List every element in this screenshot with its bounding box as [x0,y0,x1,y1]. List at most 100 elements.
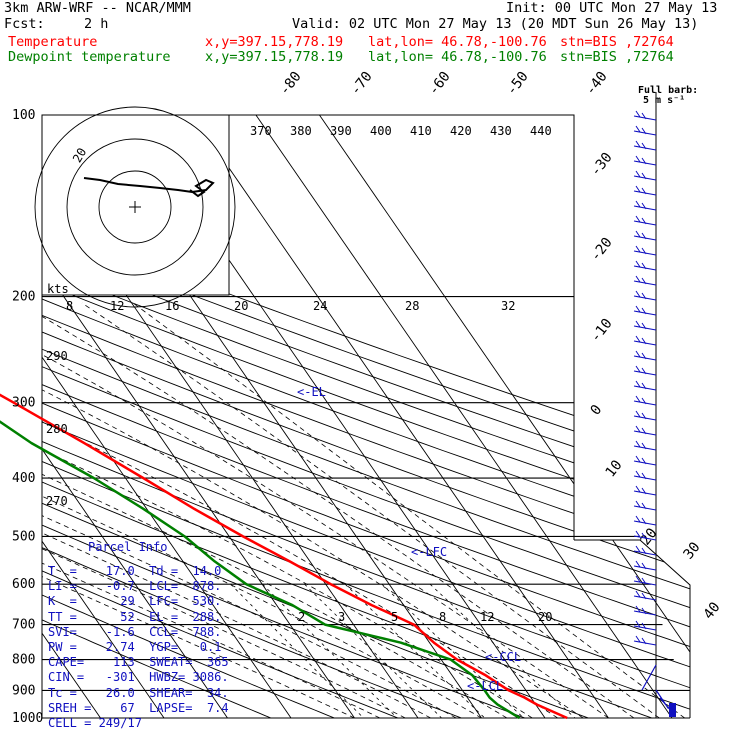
theta-label: 420 [450,124,472,138]
wind-barb [633,200,657,211]
wind-barb [633,485,657,496]
pressure-label-600: 600 [12,577,35,592]
dry-adiabat-line [42,115,690,718]
theta-label: 390 [330,124,352,138]
parcel-info-title: Parcel Info [88,540,168,554]
dry-adiabat-line [42,115,690,718]
isotherm-label: -30 [588,150,616,180]
parcel-row-left: SVI= -1.6 [48,624,135,639]
hodograph-trace [83,177,215,198]
wind-barb [633,185,657,196]
wind-barb [633,365,657,376]
wind-barb [633,125,657,136]
mixing-ratio-line [429,583,576,718]
wind-barb [633,275,657,286]
parcel-row-right: EL = 288. [134,609,222,624]
dry-adiabat-line [42,115,690,718]
temp-legend-station: stn=BIS ,72764 [560,34,674,50]
hodograph-unit-label: kts [47,282,69,296]
moist-adiabat-line [132,302,685,718]
wind-barb [633,410,657,421]
pressure-label-200: 200 [12,290,35,305]
isotherm-label: -70 [348,69,376,99]
parcel-row-right: CCL= 788. [134,624,222,639]
mixing-ratio-label: 5 [391,610,398,624]
chart-grid [42,115,690,718]
dry-adiabat-line [42,115,690,718]
hodograph-ring [34,106,236,308]
isotherm-label: -80 [277,69,305,99]
wind-barb [633,305,657,316]
moist-adiabat-line [42,302,508,718]
parcel-row: CAPE= 113 SWEAT= 365 [48,655,229,670]
wind-barb [633,110,657,121]
isotherm-label: -50 [504,69,532,99]
wind-barb [633,515,657,526]
hodograph-speed-label: 16 [165,299,179,313]
mixing-ratio-line [262,583,398,718]
dry-adiabat-line [42,115,690,718]
parcel-row: SVI= -1.6 CCL= 788. [48,625,221,640]
dew-legend-name: Dewpoint temperature [8,49,171,65]
moist-adiabat-line [42,302,635,718]
theta-label: 370 [250,124,272,138]
parcel-row: Tc = 26.0 SHEAR= 34. [48,686,229,701]
isotherm-label: 0 [588,402,606,418]
wind-barb [633,215,657,226]
theta-label-left: 280 [46,422,68,436]
parcel-row-left: K = 29 [48,594,135,609]
temperature-profile [0,393,568,720]
isotherm-label: 30 [681,539,704,562]
hodograph-speed-label: 32 [501,299,515,313]
moist-adiabat-line [42,302,406,718]
wind-barb [633,575,657,586]
parcel-info-panel: Parcel Info T = 17.0 Td = 14.0 LI = -0.7 … [48,540,229,730]
wind-barb [633,470,657,481]
annotation-el: <-EL [297,385,326,399]
dry-adiabat-line [42,115,690,718]
wind-barb [633,530,657,541]
wind-barb [633,635,657,646]
wind-barb [633,320,657,331]
moist-adiabat-line [42,302,381,718]
parcel-row: TT = 52 EL = 288. [48,610,221,625]
isotherm-line [42,115,355,718]
theta-label: 440 [530,124,552,138]
wind-barb [633,395,657,406]
theta-label: 400 [370,124,392,138]
dry-adiabat-line [42,115,690,718]
pressure-label-800: 800 [12,653,35,668]
wind-barb [633,620,657,631]
mixing-ratio-label: 8 [439,610,446,624]
wind-barb [633,155,657,166]
dew-legend-xy: x,y=397.15,778.19 [205,49,344,65]
barb-legend-unit: 5 m s⁻¹ [643,95,685,106]
annotation-lcl: <-LCL [467,679,503,693]
theta-label-left: 290 [46,349,68,363]
hodograph-speed-label: 24 [313,299,327,313]
pressure-label-400: 400 [12,471,35,486]
mixing-ratio-label: 3 [338,610,345,624]
parcel-row-left: PW = 2.74 [48,640,135,654]
mixing-ratio-line [381,583,524,718]
valid-time: Valid: 02 UTC Mon 27 May 13 (20 MDT Sun … [292,16,699,32]
parcel-row-right: SHEAR= 34. [134,685,229,700]
moist-adiabat-line [42,302,584,718]
wind-barb [633,230,657,241]
isotherm-label: 10 [603,457,626,480]
parcel-row-left: CELL = 249/17 [48,716,142,730]
annotation-lfc: <-LFC [411,545,447,559]
hodograph-speed-label: 8 [66,299,73,313]
parcel-row-right: LCL= 878. [134,579,222,594]
isotherm-label: -10 [588,316,616,346]
dry-adiabat-line [42,115,690,718]
isotherm-label: -40 [583,69,611,99]
parcel-row-left: SREH = 67 [48,700,135,715]
model-title: 3km ARW-WRF -- NCAR/MMM [4,0,191,16]
wind-barb [633,590,657,601]
pressure-label-100: 100 [12,108,35,123]
dewpoint-profile [0,420,521,720]
wind-barb [633,560,657,571]
wind-barb [633,440,657,451]
